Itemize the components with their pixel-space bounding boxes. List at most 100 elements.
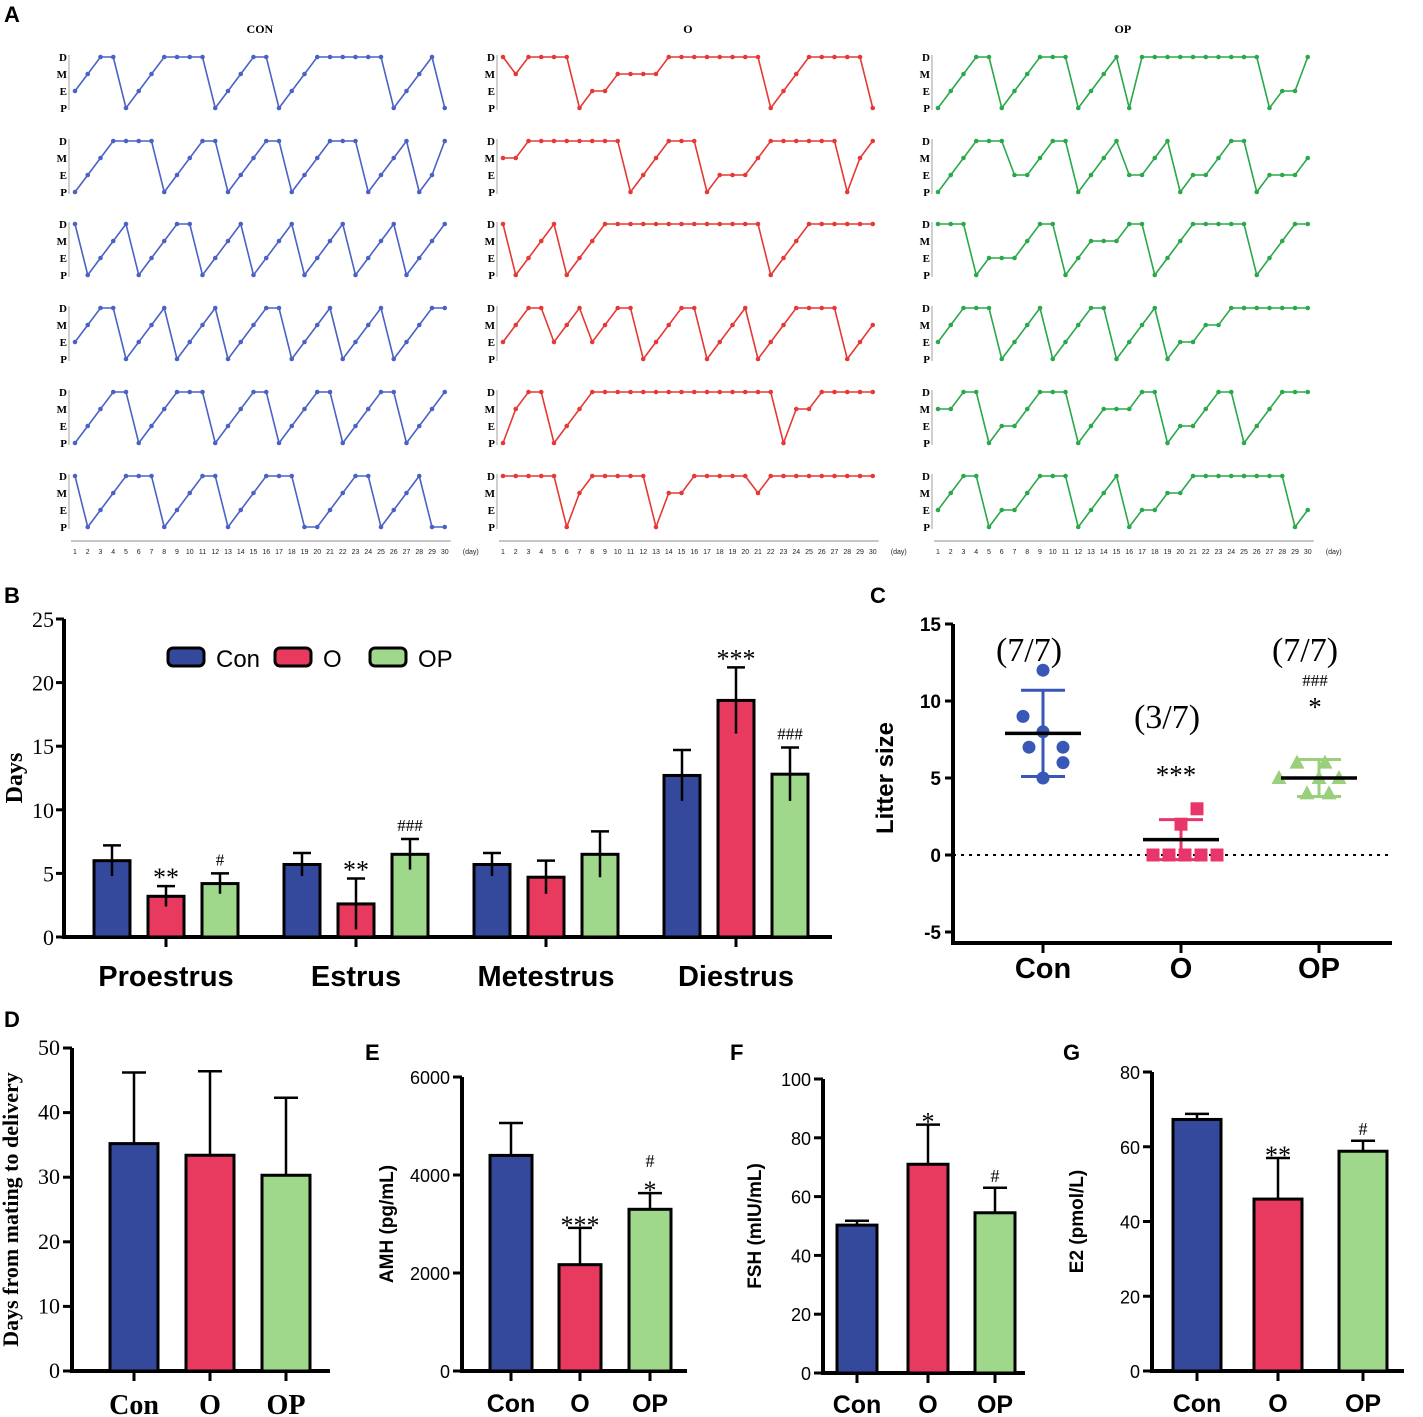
panel-a-cycle-point (551, 440, 557, 446)
panel-a-cycle-point (1177, 189, 1183, 195)
panel-a-cycle-point (1254, 423, 1260, 429)
panel-a-cycle-point (513, 473, 519, 479)
panel-a-cycle-point (948, 406, 954, 412)
panel-a-x-tick: 7 (578, 549, 582, 556)
panel-a-cycle-point (365, 255, 371, 261)
panel-a-cycle-point (1050, 389, 1056, 395)
panel-a-cycle-point (251, 155, 256, 161)
panel-a-stage-label: M (485, 69, 496, 81)
panel-a-stage-label: P (60, 103, 67, 115)
panel-c-significance: * (1308, 692, 1322, 722)
panel-a-group-title: O (683, 22, 692, 36)
panel-a-cycle-point (1024, 172, 1030, 178)
panel-a-cycle-point (225, 238, 231, 244)
panel-a-stage-label: E (923, 421, 930, 433)
panel-a-cycle-point (832, 389, 837, 395)
panel-a-cycle-point (1292, 305, 1298, 311)
panel-a-cycle-point (538, 54, 544, 60)
panel-a-cycle-point (577, 406, 582, 412)
panel-a-cycle-point (365, 54, 371, 60)
panel-a-cycle-point (289, 423, 295, 429)
panel-a-cycle-point (340, 440, 346, 446)
panelG-y-tick-label: 40 (1120, 1213, 1140, 1233)
panel-a-stage-label: E (60, 253, 67, 265)
panel-b-significance: ### (777, 724, 803, 743)
panel-a-cycle-point (442, 305, 448, 311)
panel-a-cycle-point (136, 88, 142, 94)
panel-a-x-tick: 2 (949, 549, 953, 556)
panelF-x-tick-label: O (918, 1391, 937, 1417)
panel-e-amh-chart: 0 2000 4000 6000 AMH (pg/mL) Con O *** OP * # (377, 1068, 687, 1417)
panel-a-cycle-point (857, 389, 863, 395)
panel-c-point (1056, 756, 1070, 770)
panel-a-cycle-point (1305, 389, 1311, 395)
panel-a-x-tick: 13 (224, 549, 232, 556)
panel-a-cycle-point (500, 155, 506, 161)
panel-a-cycle-point (276, 473, 282, 479)
panel-a-x-tick: 5 (124, 549, 128, 556)
panel-a-cycle-point (340, 221, 346, 227)
panel-a-cycle-point (1228, 473, 1234, 479)
panel-a-cycle-point (1267, 473, 1272, 479)
panel-a-cycle-point (857, 473, 863, 479)
panel-a-cycle-point (961, 473, 966, 479)
panel-c-point (1016, 709, 1030, 723)
panel-a-x-tick: 10 (1049, 549, 1057, 556)
panel-a-cycle-point (1216, 389, 1221, 395)
panel-a-cycle-point (276, 440, 282, 446)
panelE-significance: * (644, 1176, 657, 1205)
panelD-bar (108, 1142, 160, 1373)
panel-a-cycle-point (857, 54, 863, 60)
panel-a-cycle-point (742, 389, 748, 395)
panel-a-cycle-point (768, 389, 774, 395)
panel-a-cycle-point (1267, 305, 1272, 311)
panel-a-cycle-point (961, 71, 966, 77)
panel-a-cycle-point (238, 71, 244, 77)
panel-a-cycle-point (238, 507, 244, 513)
panel-a-cycle-point (174, 356, 180, 362)
panel-a-cycle-point (961, 221, 966, 227)
panelG-y-tick-label: 20 (1120, 1287, 1140, 1307)
panel-a-stage-label: E (60, 86, 67, 98)
panel-c-point (1146, 848, 1160, 862)
panel-a-cycle-point (730, 221, 735, 227)
panel-f-fsh-chart: 0 20 40 60 80 100 FSH (mIU/mL) Con O * OP # (745, 1070, 1025, 1417)
panel-a-cycle-point (1101, 406, 1107, 412)
panel-a-cycle-point (1050, 473, 1056, 479)
panel-a-cycle-point (378, 172, 384, 178)
panel-a-cycle-point (717, 389, 723, 395)
panel-a-cycle-point (1139, 507, 1145, 513)
panel-a-cycle-point (200, 389, 205, 395)
panel-a-cycle-point (429, 54, 435, 60)
panel-a-cycle-point (717, 54, 723, 60)
panel-a-cycle-point (806, 138, 812, 144)
panel-a-x-tick: 29 (856, 549, 864, 556)
panel-a-x-tick: 12 (639, 549, 647, 556)
panel-a-x-tick: 6 (565, 549, 569, 556)
panel-a-cycle-point (289, 356, 295, 362)
panelD-y-tick-label: 0 (49, 1358, 60, 1383)
panel-a-x-tick: 20 (1176, 549, 1184, 556)
panelD-y-label: Days from mating to delivery (0, 1072, 23, 1347)
panel-b-y-tick-label: 0 (43, 925, 54, 950)
panel-a-cycle-point (1228, 138, 1234, 144)
panel-a-cycle-point (85, 172, 91, 178)
panel-a-cycle-point (1177, 490, 1183, 496)
panel-a-cycle-point (238, 339, 244, 345)
panel-a-cycle-point (353, 473, 358, 479)
panel-a-cycle-point (551, 221, 557, 227)
panel-a-cycle-point (289, 189, 295, 195)
panel-a-cycle-point (174, 172, 180, 178)
panel-c-point (1190, 802, 1204, 816)
panel-a-cycle-point (1075, 189, 1081, 195)
panel-a-cycle-point (1165, 138, 1170, 144)
panel-a-x-tick: 3 (962, 549, 966, 556)
panel-a-cycle-point (564, 272, 570, 278)
panel-a-cycle-point (200, 138, 205, 144)
panel-b-bar (282, 862, 322, 939)
panel-a-x-tick: 12 (211, 549, 219, 556)
panel-a-cycle-point (935, 507, 941, 513)
panel-a-cycle-point (340, 138, 346, 144)
panel-a-cycle-point (391, 155, 397, 161)
panel-a-cycle-point (1203, 322, 1209, 328)
